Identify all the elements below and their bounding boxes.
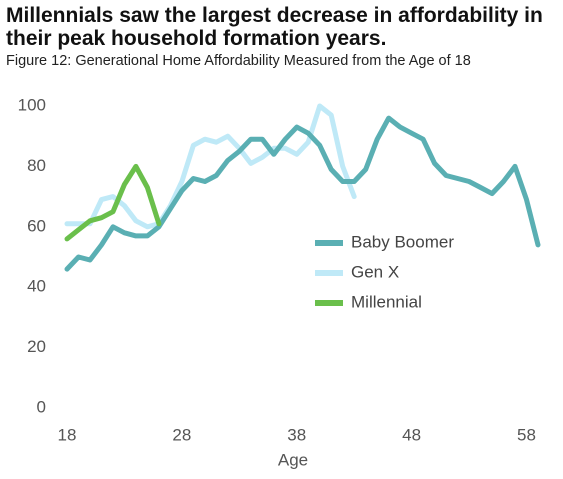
y-tick-label: 60 bbox=[27, 216, 46, 235]
series-line bbox=[64, 115, 541, 272]
legend-label: Gen X bbox=[351, 262, 399, 281]
legend-label: Baby Boomer bbox=[351, 232, 454, 251]
x-tick-label: 28 bbox=[172, 425, 191, 444]
chart-subtitle: Figure 12: Generational Home Affordabili… bbox=[6, 53, 471, 69]
x-tick-label: 58 bbox=[517, 425, 536, 444]
chart-title: Millennials saw the largest decrease in … bbox=[6, 4, 543, 50]
y-tick-label: 40 bbox=[27, 277, 46, 296]
y-tick-label: 0 bbox=[37, 397, 46, 416]
series-line bbox=[64, 103, 357, 230]
x-tick-label: 48 bbox=[402, 425, 421, 444]
x-tick-label: 38 bbox=[287, 425, 306, 444]
y-tick-label: 80 bbox=[27, 156, 46, 175]
y-tick-label: 20 bbox=[27, 337, 46, 356]
x-axis-label: Age bbox=[278, 450, 308, 469]
series-line bbox=[64, 163, 162, 242]
x-tick-label: 18 bbox=[58, 425, 77, 444]
legend-label: Millennial bbox=[351, 292, 422, 311]
y-tick-label: 100 bbox=[18, 95, 46, 114]
